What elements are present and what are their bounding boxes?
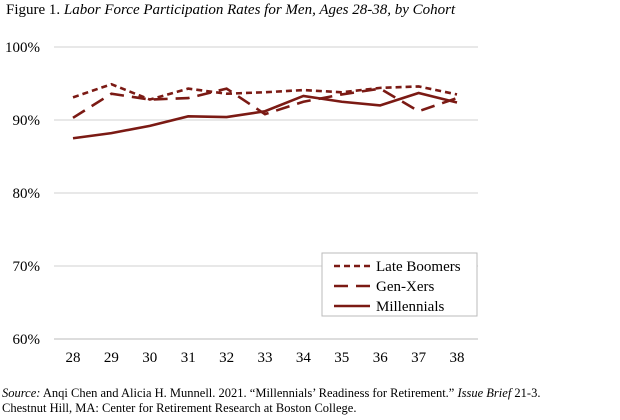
legend-label: Late Boomers	[376, 259, 461, 275]
x-tick-label: 32	[219, 350, 234, 366]
source-text-2: 21-3.	[511, 386, 541, 400]
x-tick-label: 28	[66, 350, 81, 366]
legend-label: Millennials	[376, 299, 444, 315]
y-tick-label: 90%	[13, 113, 41, 129]
x-tick-label: 29	[104, 350, 119, 366]
source-line-2: Chestnut Hill, MA: Center for Retirement…	[2, 401, 357, 415]
x-tick-label: 30	[142, 350, 157, 366]
title-text: Labor Force Participation Rates for Men,…	[63, 2, 456, 18]
source-text: Anqi Chen and Alicia H. Munnell. 2021. “…	[40, 386, 458, 400]
x-tick-label: 37	[411, 350, 427, 366]
source-label: Source:	[2, 386, 41, 400]
x-tick-label: 31	[181, 350, 196, 366]
series-line-millennials	[72, 91, 458, 140]
x-tick-label: 38	[450, 350, 465, 366]
series-line-late-boomers	[72, 82, 458, 101]
y-tick-label: 100%	[5, 40, 40, 56]
x-tick-label: 34	[296, 350, 312, 366]
x-tick-label: 33	[258, 350, 273, 366]
y-tick-label: 70%	[13, 259, 41, 275]
y-tick-label: 80%	[13, 186, 41, 202]
line-chart: 60% 70% 80% 90% 100% 28 29 30 31 32 33 34 35 36 37 38 La…	[5, 40, 478, 366]
source-note: Source: Anqi Chen and Alicia H. Munnell.…	[2, 386, 540, 416]
x-tick-label: 35	[334, 350, 349, 366]
figure-label: Figure 1.	[6, 2, 61, 18]
x-tick-label: 36	[373, 350, 389, 366]
y-tick-label: 60%	[13, 332, 41, 348]
chart-title: Figure 1. Labor Force Participation Rate…	[6, 2, 455, 19]
source-italic: Issue Brief	[457, 386, 512, 400]
legend-label: Gen-Xers	[376, 279, 434, 295]
series-line-gen-xers	[72, 87, 458, 119]
